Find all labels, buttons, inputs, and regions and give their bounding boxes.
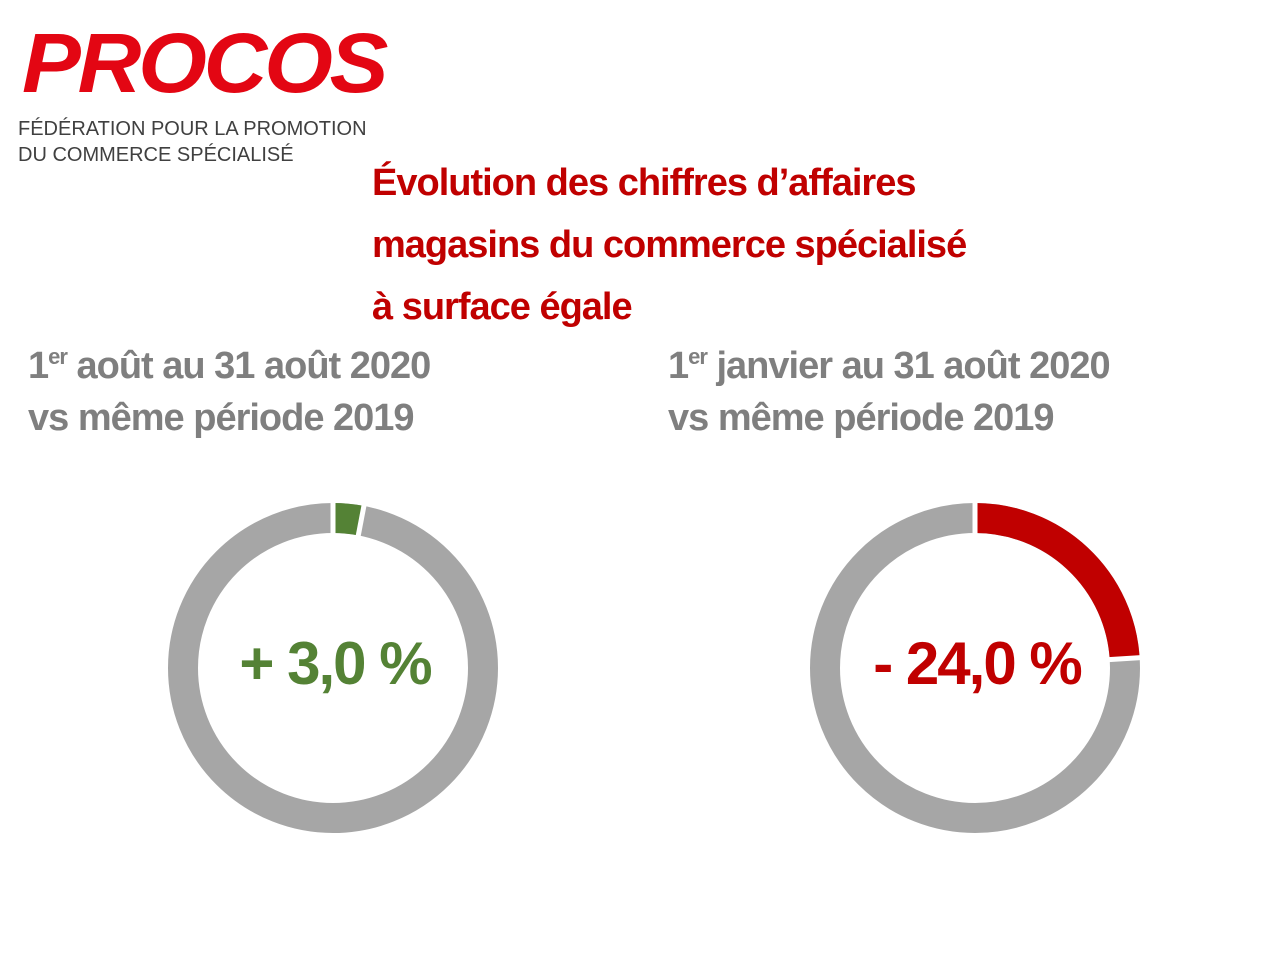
segment-separator [1108, 655, 1141, 663]
value-label: + 3,0 % [239, 630, 431, 697]
subtitle-text: 1 [668, 345, 689, 387]
title-line: à surface égale [372, 286, 633, 328]
subtitle-text: août au 31 août 2020 [66, 345, 431, 387]
chart-subtitle: 1er août au 31 août 2020 vs même période … [28, 340, 431, 444]
subtitle-line: vs même période 2019 [668, 397, 1055, 439]
chart-subtitle: 1er janvier au 31 août 2020 vs même pério… [668, 340, 1111, 444]
subtitle-text: 1 [28, 345, 49, 387]
title-line: magasins du commerce spécialisé [372, 224, 967, 266]
subtitle-sup: er [688, 344, 708, 369]
segment-separator [355, 504, 367, 537]
logo-tagline: FÉDÉRATION POUR LA PROMOTION [18, 118, 367, 140]
title-line: Évolution des chiffres d’affaires [372, 162, 916, 204]
subtitle-text: janvier au 31 août 2020 [706, 345, 1110, 387]
donut-segment [332, 503, 364, 536]
subtitle-line: 1er août au 31 août 2020 [28, 340, 431, 392]
subtitle-line: vs même période 2019 [28, 397, 415, 439]
subtitle-sup: er [48, 344, 68, 369]
value-label: - 24,0 % [873, 630, 1081, 697]
subtitle-line: 1er janvier au 31 août 2020 [668, 340, 1111, 392]
logo-tagline: DU COMMERCE SPÉCIALISÉ [18, 144, 294, 166]
title: Évolution des chiffres d’affaires magasi… [372, 152, 967, 338]
logo: PROCOS [22, 16, 389, 110]
donut-segment [974, 503, 1140, 660]
